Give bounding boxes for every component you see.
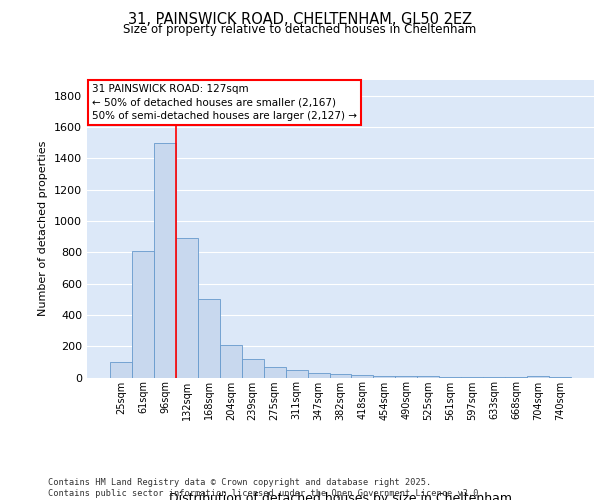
Bar	[132, 250, 154, 378]
Y-axis label: Number of detached properties: Number of detached properties	[38, 141, 49, 316]
Bar	[461, 376, 483, 378]
Text: Size of property relative to detached houses in Cheltenham: Size of property relative to detached ho…	[124, 23, 476, 36]
Bar	[242, 360, 263, 378]
Bar	[483, 377, 505, 378]
Bar	[418, 376, 439, 378]
Bar	[110, 362, 132, 378]
Text: 31, PAINSWICK ROAD, CHELTENHAM, GL50 2EZ: 31, PAINSWICK ROAD, CHELTENHAM, GL50 2EZ	[128, 12, 472, 28]
Bar	[176, 238, 198, 378]
X-axis label: Distribution of detached houses by size in Cheltenham: Distribution of detached houses by size …	[169, 492, 512, 500]
Bar	[329, 374, 352, 378]
Bar	[439, 376, 461, 378]
Bar	[352, 374, 373, 378]
Bar	[220, 344, 242, 378]
Bar	[198, 299, 220, 378]
Bar	[395, 376, 418, 378]
Bar	[154, 142, 176, 378]
Text: Contains HM Land Registry data © Crown copyright and database right 2025.
Contai: Contains HM Land Registry data © Crown c…	[48, 478, 484, 498]
Text: 31 PAINSWICK ROAD: 127sqm
← 50% of detached houses are smaller (2,167)
50% of se: 31 PAINSWICK ROAD: 127sqm ← 50% of detac…	[92, 84, 357, 121]
Bar	[286, 370, 308, 378]
Bar	[527, 376, 549, 378]
Bar	[308, 373, 329, 378]
Bar	[263, 368, 286, 378]
Bar	[373, 376, 395, 378]
